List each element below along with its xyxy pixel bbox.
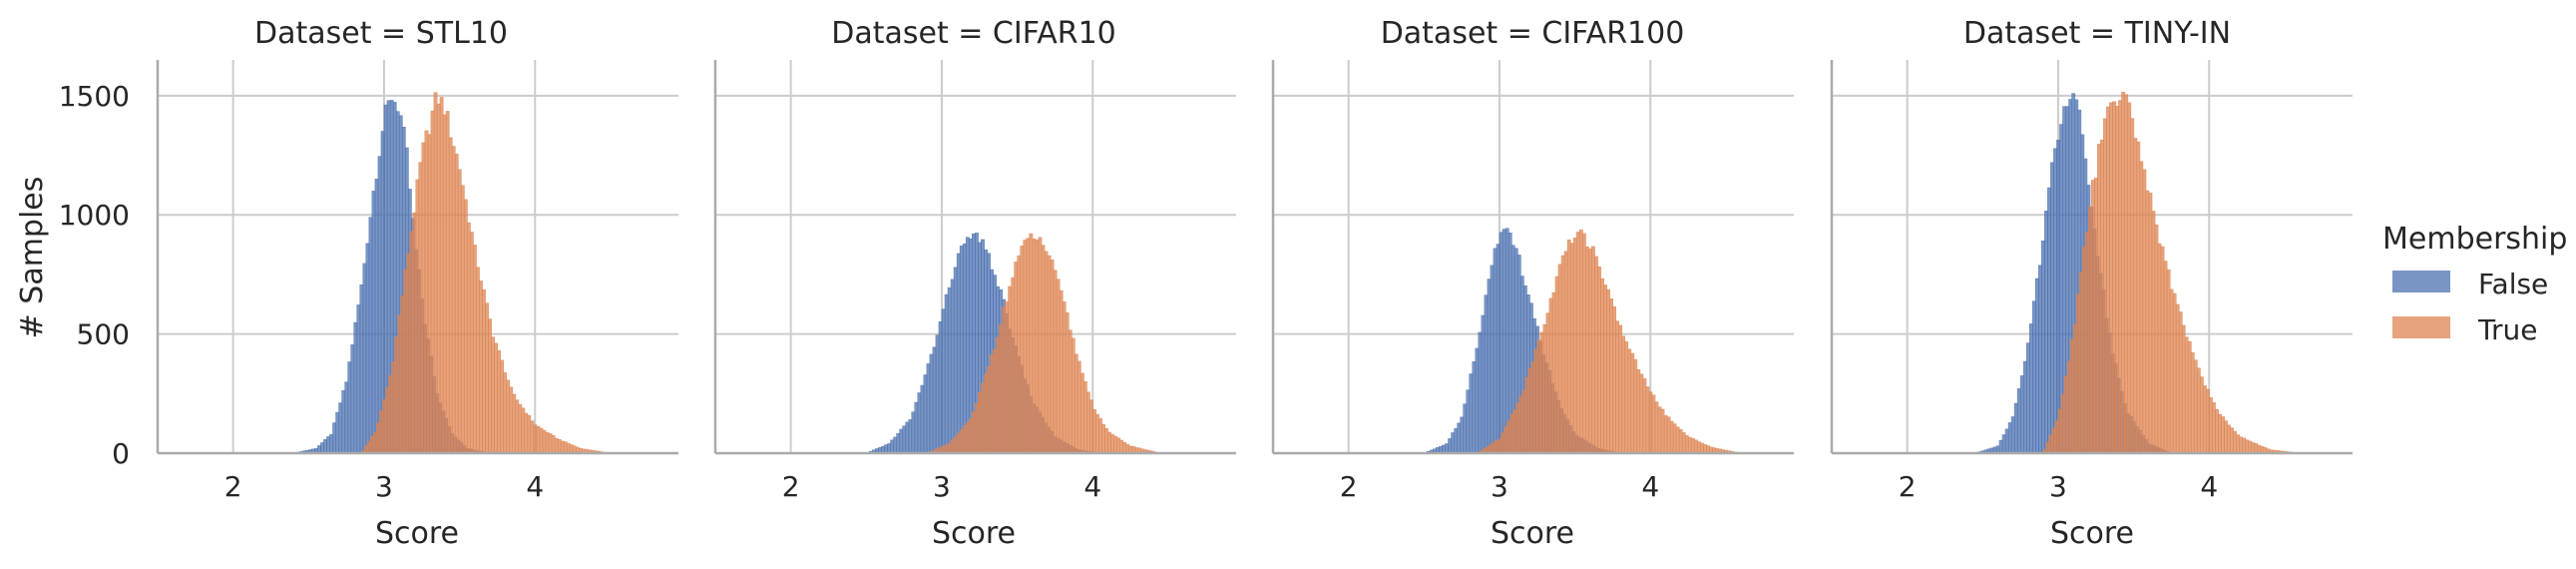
x-axis-label: Score [375, 516, 459, 551]
x-tick-label: 2 [224, 470, 242, 503]
y-tick-labels: 0 500 1000 1500 [59, 80, 130, 470]
y-axis-label: # Samples [15, 177, 50, 339]
panel-cifar10: Dataset = CIFAR10 2 3 4 Score [713, 16, 1236, 551]
legend-title: Membership [2382, 222, 2567, 257]
x-tick-label: 3 [375, 470, 393, 503]
legend-swatch-true [2392, 316, 2450, 338]
x-tick-labels: 2 3 4 [1899, 470, 2218, 503]
legend-label-false: False [2478, 268, 2548, 300]
y-tick-label: 0 [112, 437, 130, 470]
legend: Membership False True [2382, 222, 2567, 346]
x-tick-labels: 2 3 4 [224, 470, 544, 503]
x-tick-label: 4 [1083, 470, 1101, 503]
x-axis-label: Score [932, 516, 1016, 551]
x-axis-label: Score [1491, 516, 1574, 551]
x-tick-label: 3 [933, 470, 951, 503]
axes [1830, 60, 2353, 455]
y-tick-label: 500 [77, 318, 130, 351]
x-tick-label: 2 [1899, 470, 1917, 503]
x-tick-labels: 2 3 4 [1340, 470, 1659, 503]
x-tick-label: 2 [782, 470, 800, 503]
y-tick-label: 1500 [59, 80, 130, 113]
histogram-bars [866, 233, 1160, 454]
x-tick-label: 3 [2049, 470, 2067, 503]
x-tick-label: 4 [1641, 470, 1659, 503]
panel-cifar100: Dataset = CIFAR100 2 3 4 Score [1271, 16, 1794, 551]
x-tick-labels: 2 3 4 [782, 470, 1101, 503]
panel-title: Dataset = STL10 [254, 16, 508, 51]
x-tick-label: 2 [1340, 470, 1358, 503]
panel-title: Dataset = TINY-IN [1963, 16, 2231, 51]
panel-title: Dataset = CIFAR100 [1381, 16, 1685, 51]
axes [156, 60, 678, 455]
axes [1271, 60, 1794, 455]
x-axis-label: Score [2050, 516, 2134, 551]
axes [713, 60, 1236, 455]
x-tick-label: 4 [526, 470, 544, 503]
histogram-bars [1974, 91, 2301, 454]
histogram-bars [1424, 228, 1741, 454]
legend-swatch-false [2392, 271, 2450, 292]
x-tick-label: 4 [2200, 470, 2218, 503]
grid-lines [1273, 60, 1794, 453]
x-tick-label: 3 [1491, 470, 1508, 503]
y-tick-label: 1000 [59, 199, 130, 232]
panel-tiny-in: Dataset = TINY-IN 2 3 4 Score [1830, 16, 2353, 551]
panel-stl10: Dataset = STL10 2 3 4 0 500 1000 1500 Score [59, 16, 678, 551]
legend-label-true: True [2477, 313, 2537, 346]
panel-title: Dataset = CIFAR10 [831, 16, 1116, 51]
histogram-bars [292, 92, 610, 454]
